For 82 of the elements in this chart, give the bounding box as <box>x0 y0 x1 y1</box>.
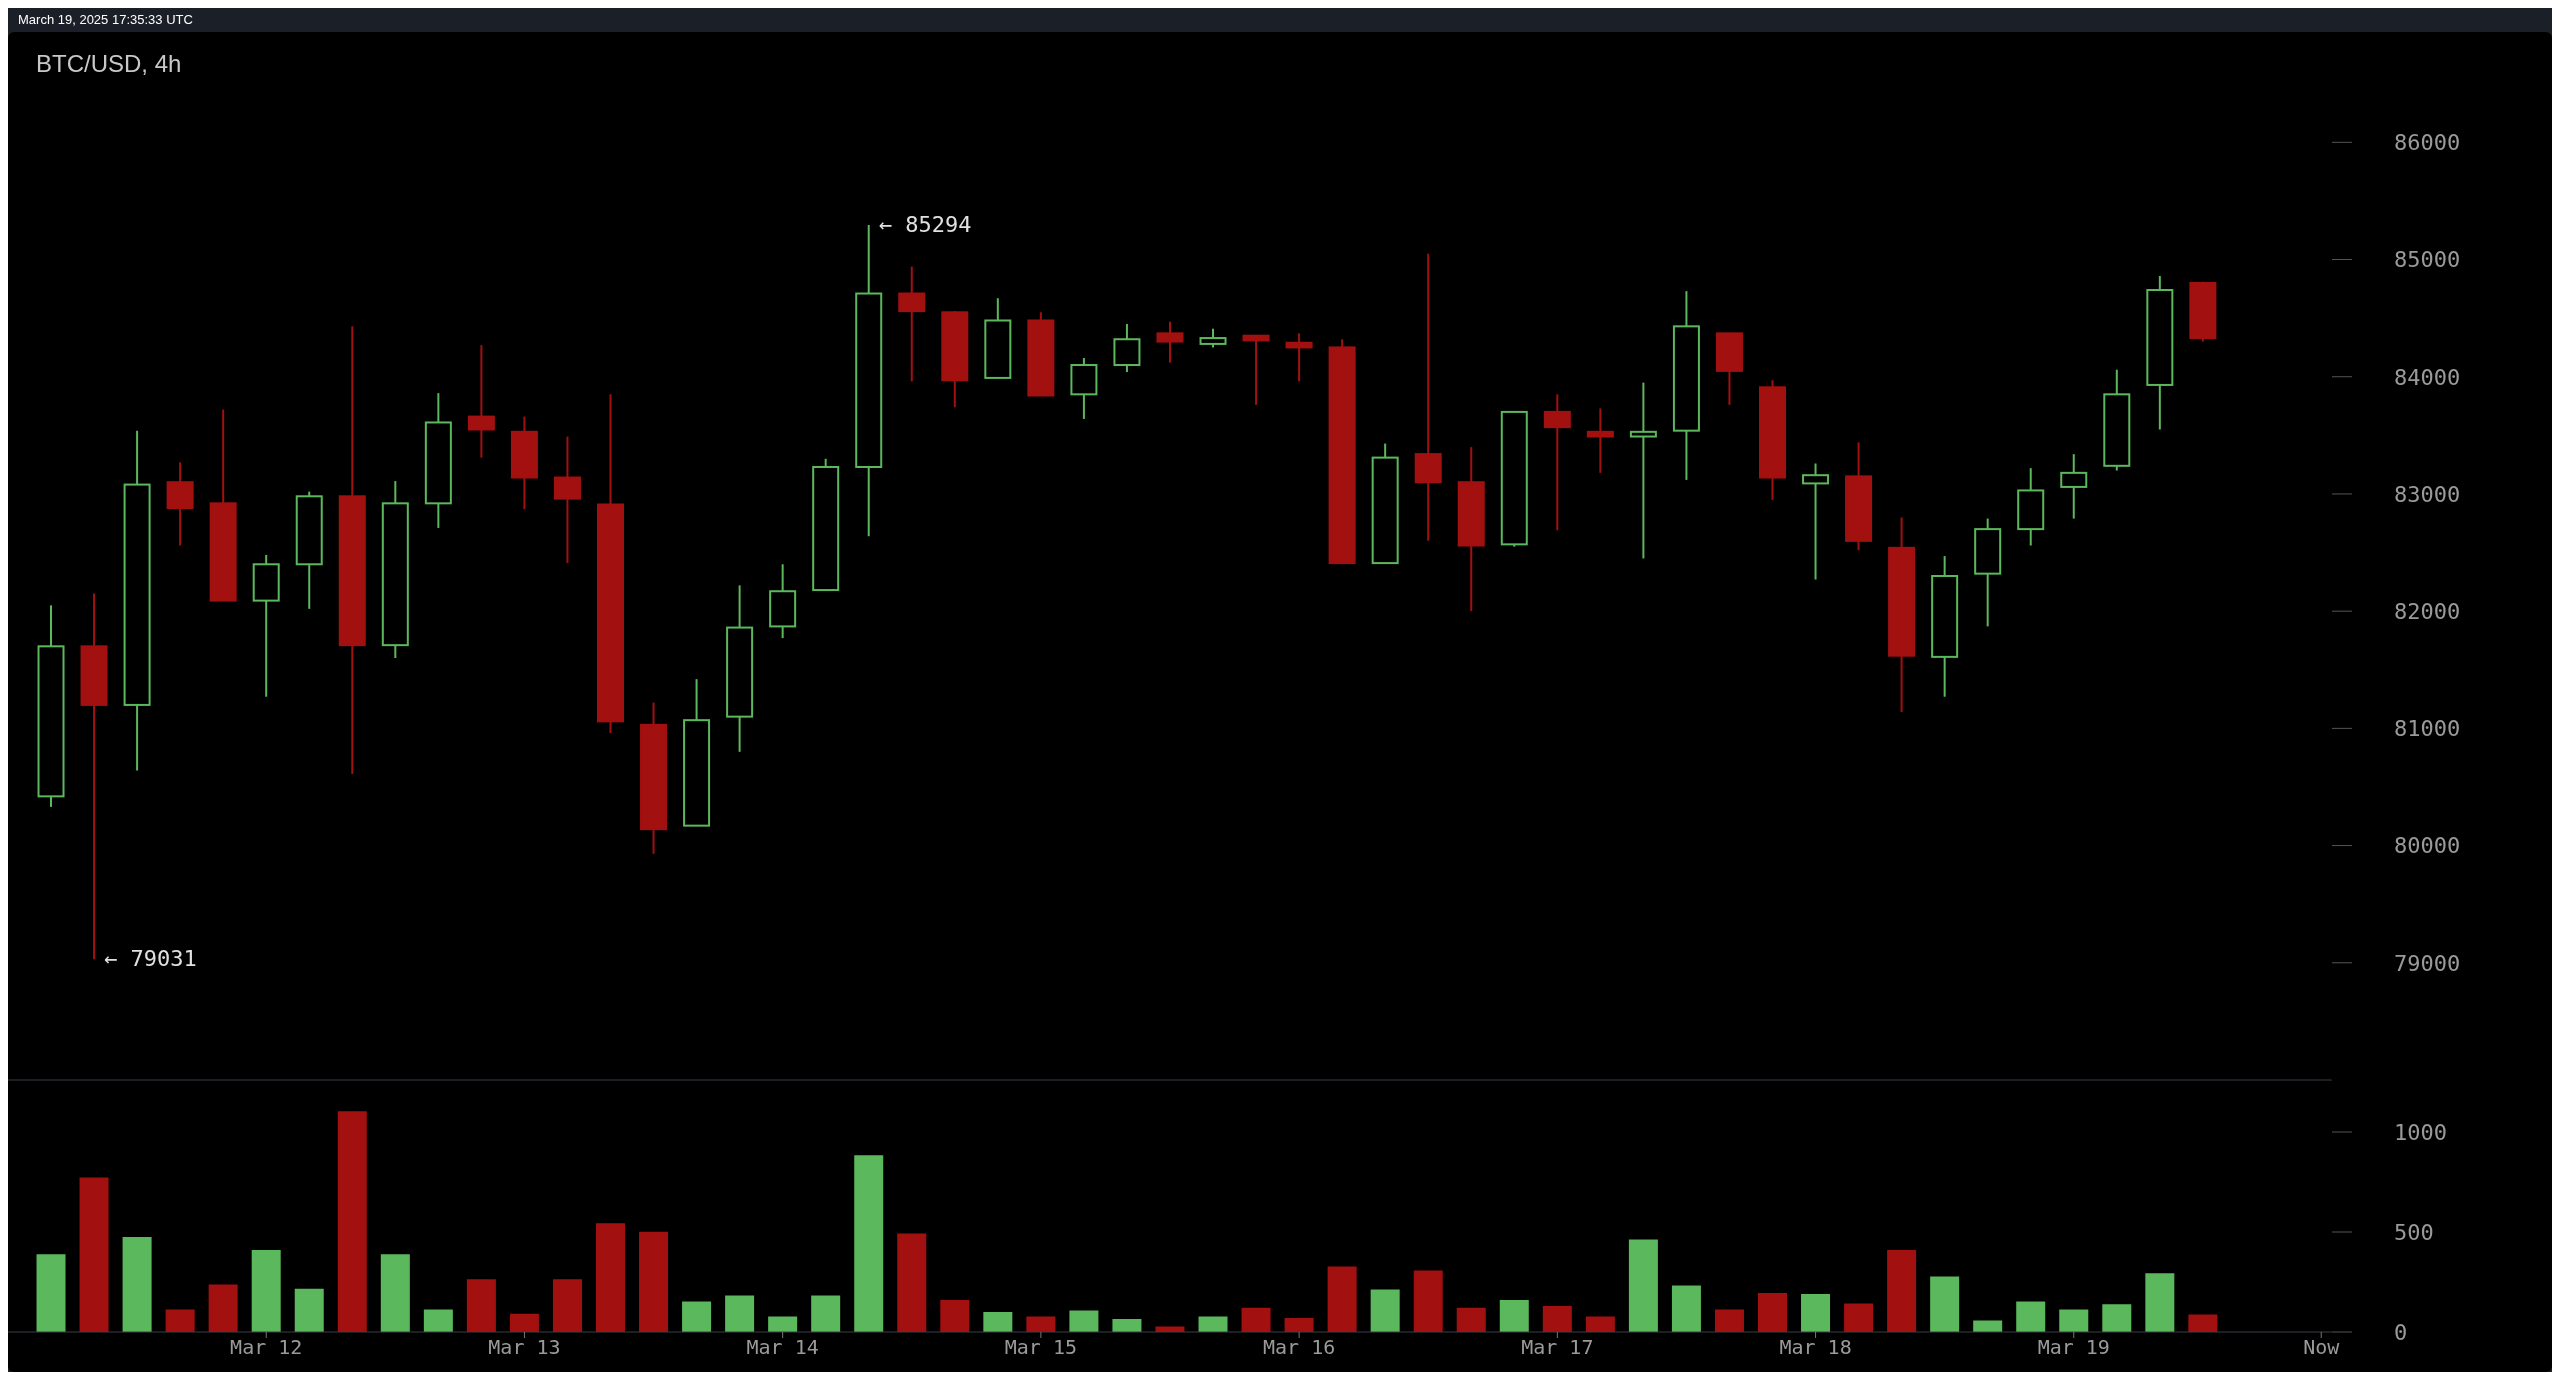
bar <box>639 1231 669 1332</box>
annotation: ← 85294 <box>878 212 972 238</box>
bar <box>811 1295 841 1332</box>
bar <box>1801 1294 1831 1332</box>
bar <box>380 1254 410 1332</box>
y-tick-label: 82000 <box>2394 598 2461 624</box>
bar <box>1112 1319 1142 1332</box>
bar <box>1413 1270 1443 1332</box>
bar <box>768 1316 798 1332</box>
bar <box>682 1301 712 1332</box>
candlestick <box>1414 252 1442 542</box>
bar <box>1069 1310 1099 1332</box>
bar <box>2145 1273 2175 1332</box>
bar <box>725 1295 755 1332</box>
x-tick-label: Mar 18 <box>1779 1335 1852 1360</box>
bar <box>940 1300 970 1332</box>
bar <box>2016 1301 2046 1332</box>
y-tick-label: 79000 <box>2394 950 2461 976</box>
bar <box>294 1288 324 1332</box>
y-tick-label: 80000 <box>2394 833 2461 859</box>
bar <box>423 1309 453 1332</box>
bar <box>208 1284 238 1332</box>
bar <box>1327 1266 1357 1332</box>
bar <box>983 1312 1013 1332</box>
x-tick-label: Mar 12 <box>230 1335 303 1360</box>
candlestick <box>1242 334 1270 406</box>
bar <box>1671 1285 1701 1332</box>
bar <box>1758 1293 1787 1332</box>
bar <box>1241 1307 1271 1332</box>
bar <box>1714 1309 1744 1332</box>
x-tick-label: Mar 14 <box>746 1335 819 1360</box>
bar <box>1026 1316 1056 1332</box>
y-tick-label: 83000 <box>2394 481 2461 507</box>
bar <box>596 1223 625 1332</box>
y-tick-label: 85000 <box>2394 247 2461 273</box>
candlestick <box>1802 462 1830 581</box>
bar <box>2188 1314 2218 1332</box>
annotation: ← 79031 <box>104 946 197 972</box>
y-tick-label: 86000 <box>2394 130 2461 156</box>
text: March 19, 2025 17:35:33 UTC <box>18 12 193 27</box>
candlestick <box>467 344 495 459</box>
candlestick <box>1543 393 1571 532</box>
bar <box>2059 1309 2089 1332</box>
bar <box>36 1254 66 1332</box>
candlestick <box>1199 327 1227 349</box>
x-tick-label: Mar 15 <box>1004 1335 1078 1360</box>
bar <box>1887 1250 1917 1332</box>
bar <box>552 1279 582 1332</box>
bar <box>1499 1300 1529 1332</box>
bar <box>1844 1303 1874 1332</box>
x-tick-label: Mar 17 <box>1521 1335 1594 1360</box>
bar <box>337 1111 367 1332</box>
y-tick-label: 0 <box>2394 1319 2408 1345</box>
bar <box>1198 1316 1228 1332</box>
bar <box>1585 1316 1615 1332</box>
candlestick <box>1586 407 1614 474</box>
x-tick-label: Now <box>2303 1335 2341 1360</box>
bar <box>1456 1307 1486 1332</box>
bar <box>1542 1306 1572 1332</box>
bar <box>897 1233 927 1332</box>
bar <box>1628 1239 1658 1332</box>
bar <box>466 1279 496 1332</box>
bar <box>1370 1289 1400 1332</box>
y-tick-label: 81000 <box>2394 716 2461 742</box>
bar <box>79 1177 109 1332</box>
bar <box>251 1250 281 1332</box>
bar <box>165 1309 195 1332</box>
x-tick-label: Mar 19 <box>2037 1335 2110 1360</box>
y-tick-label: 1000 <box>2394 1119 2447 1145</box>
candlestick <box>1285 332 1313 383</box>
candlestick <box>1629 381 1657 560</box>
y-tick-label: 84000 <box>2394 364 2461 390</box>
y-tick-label: 500 <box>2394 1219 2434 1245</box>
bar <box>2102 1304 2132 1332</box>
bar <box>1284 1318 1314 1332</box>
chart-title: BTC/USD, 4h <box>36 50 182 78</box>
bar <box>854 1155 884 1332</box>
bar <box>122 1237 152 1332</box>
bar <box>509 1313 539 1332</box>
x-tick-label: Mar 13 <box>488 1335 561 1360</box>
bar <box>1930 1276 1960 1332</box>
x-tick-label: Mar 16 <box>1262 1335 1336 1360</box>
